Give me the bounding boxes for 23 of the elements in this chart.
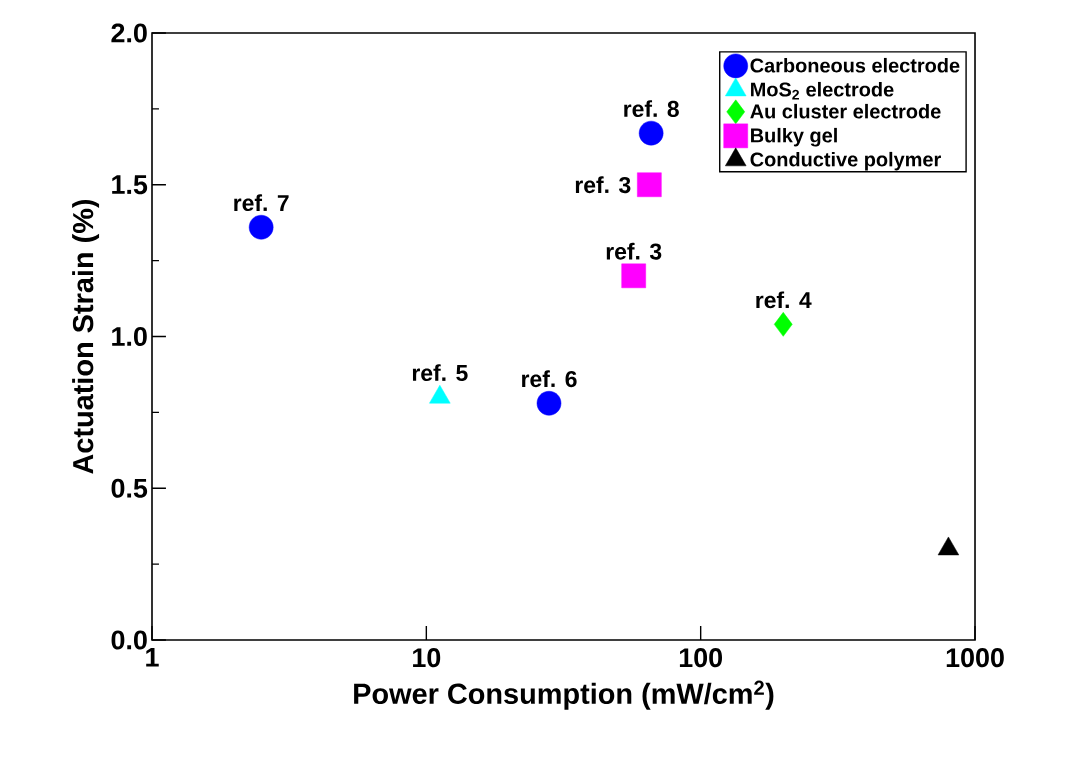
y-tick-label: 0.0 <box>111 630 147 650</box>
y-tick-label: 0.5 <box>111 478 148 498</box>
annotation: ref. 4 <box>756 291 812 309</box>
y-tick-label: 1.0 <box>112 326 147 347</box>
x-tick-label: 100 <box>679 648 723 668</box>
annotation: ref. 7 <box>234 194 289 212</box>
x-tick-label: 1 <box>146 648 159 667</box>
annotation: ref. 3 <box>575 176 631 194</box>
x-tick-label: 10 <box>413 648 441 668</box>
legend-label: Conductive polymer <box>750 151 941 171</box>
annotation: ref. 6 <box>522 370 577 388</box>
x-axis-title: Power Consumption (mW/cm$^{2}$) <box>354 680 774 710</box>
annotation: ref. 3 <box>606 242 662 260</box>
legend-label: Carboneous electrode <box>750 57 960 73</box>
y-tick-label: 2.0 <box>111 23 147 43</box>
x-tick-label: 1000 <box>946 648 1004 668</box>
legend-label: MoS$_{2}$ electrode <box>751 81 894 100</box>
annotation: ref. 8 <box>624 100 679 118</box>
legend-label: Au cluster electrode <box>750 103 941 119</box>
legend-label: Bulky gel <box>751 127 837 147</box>
y-tick-label: 1.5 <box>112 175 148 195</box>
annotation: ref. 5 <box>412 364 468 382</box>
y-axis-title: Actuation Strain (%) <box>72 199 100 474</box>
